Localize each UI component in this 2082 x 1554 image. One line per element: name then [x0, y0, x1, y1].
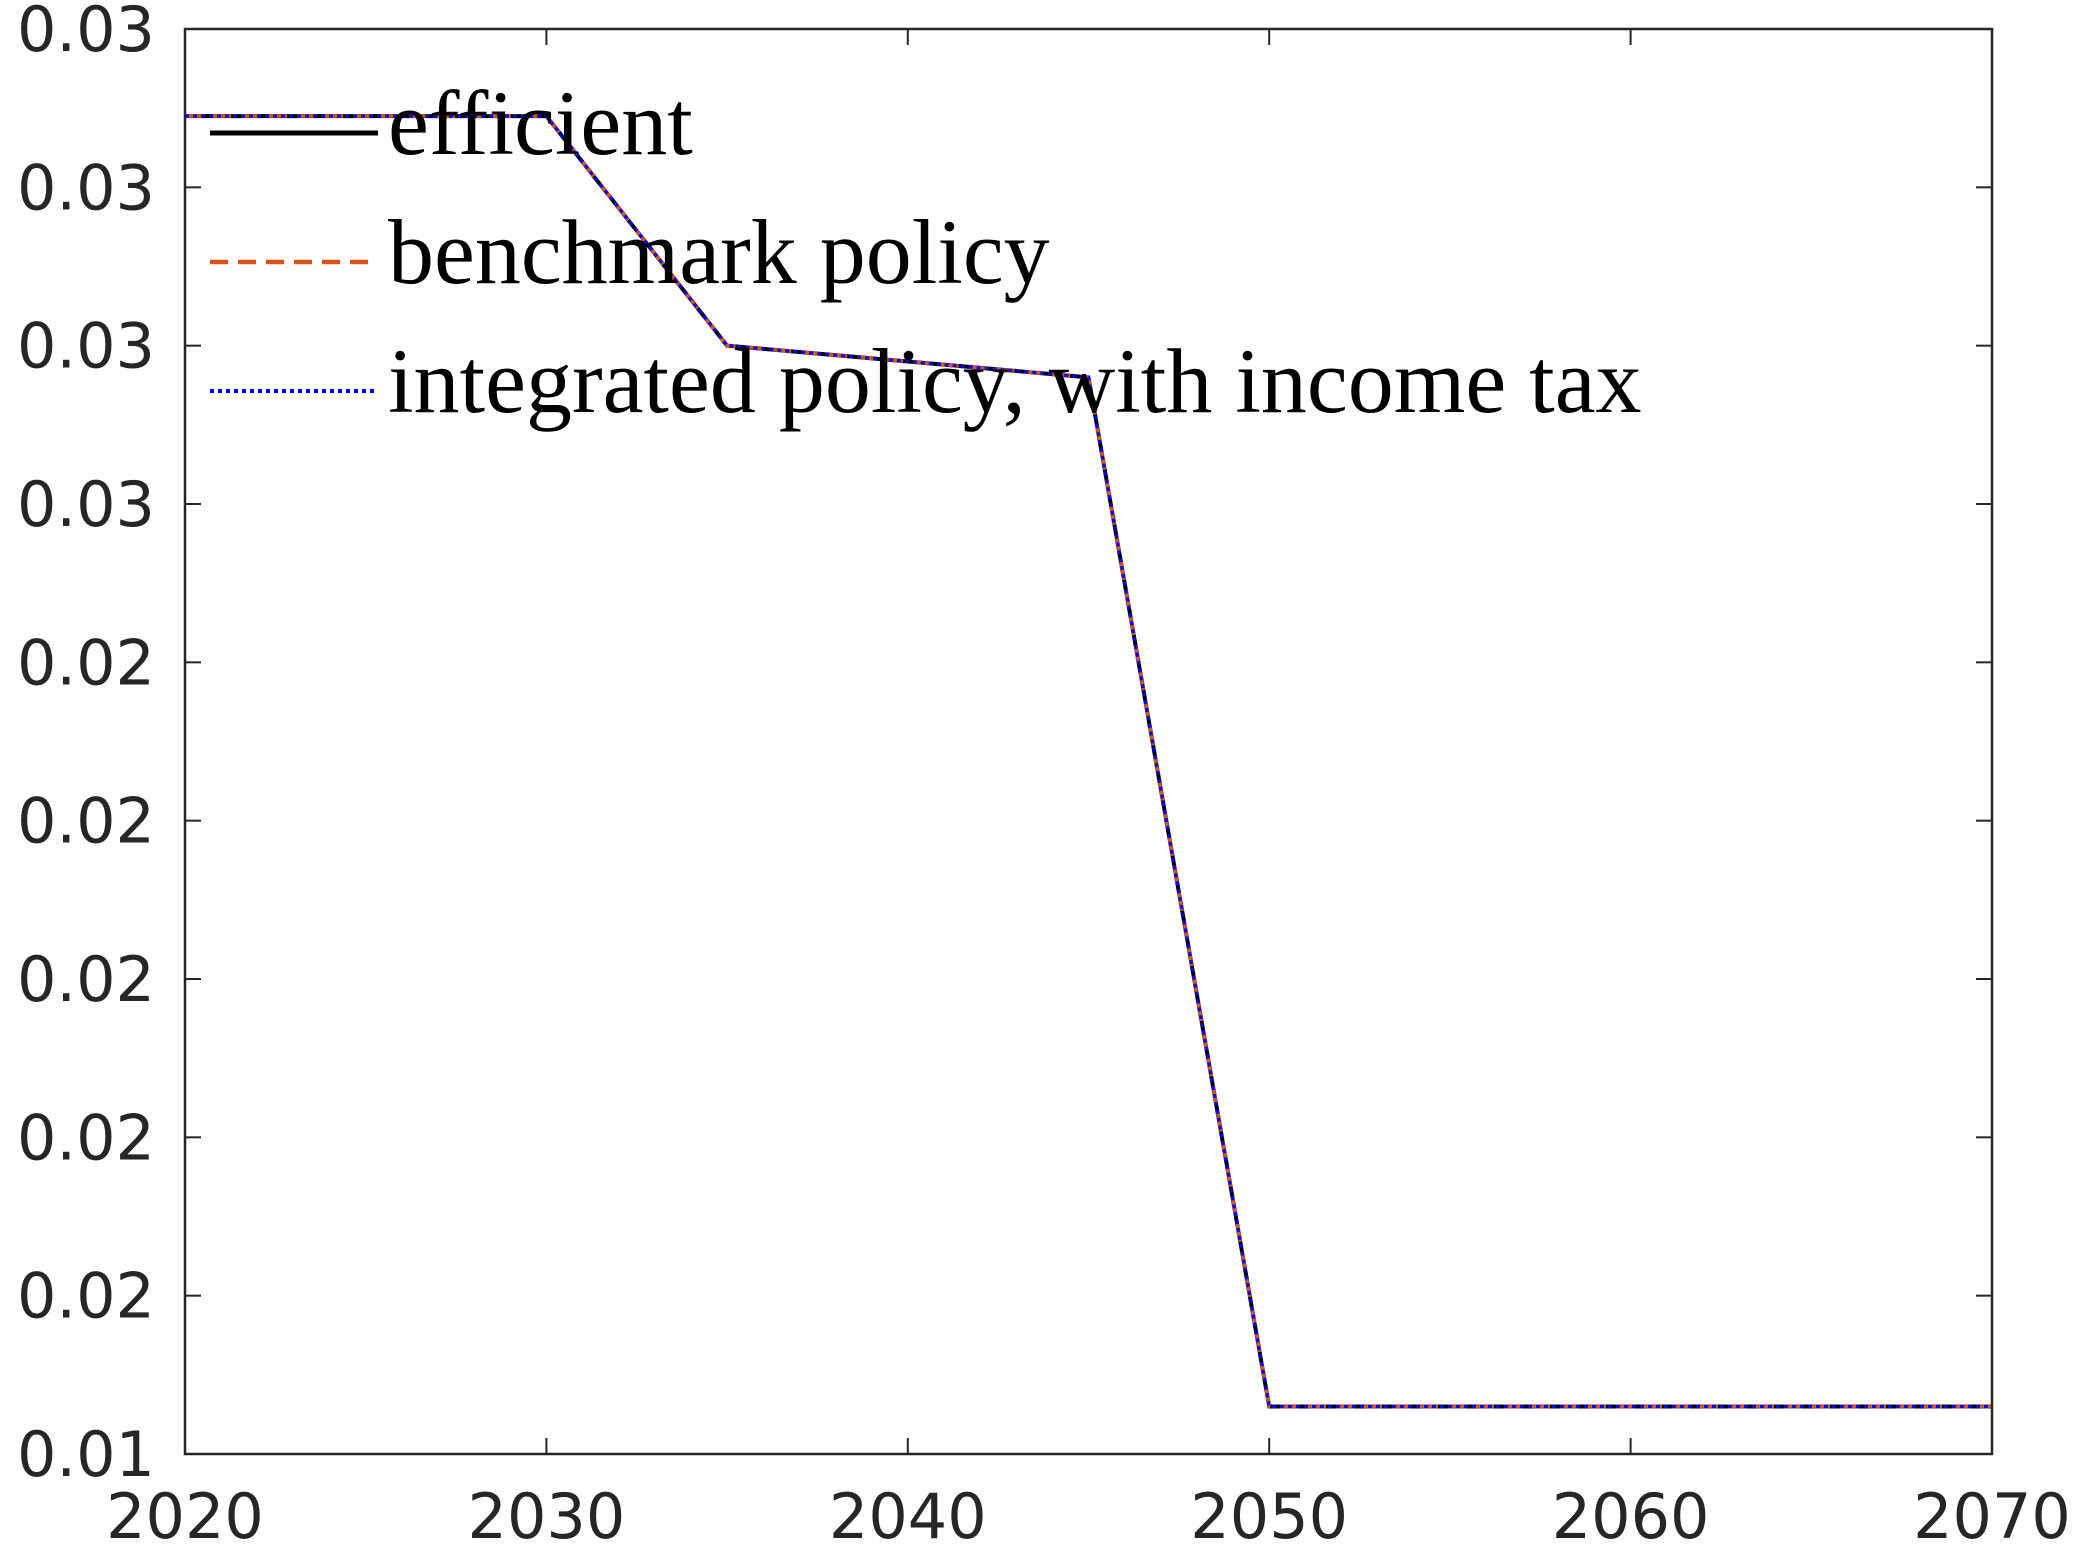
x-tick-label: 2050 — [1190, 1480, 1348, 1553]
x-tick-label: 2040 — [829, 1480, 987, 1553]
y-tick-label: 0.03 — [17, 0, 155, 66]
x-tick-label: 2070 — [1913, 1480, 2071, 1553]
y-tick-label: 0.02 — [17, 626, 155, 699]
y-tick-label: 0.03 — [17, 310, 155, 383]
plot-frame — [183, 27, 1994, 1456]
y-tick-label: 0.02 — [17, 1260, 155, 1333]
series-line — [185, 114, 1992, 1408]
x-tick-label: 2030 — [468, 1480, 626, 1553]
y-tick-label: 0.02 — [17, 785, 155, 858]
y-tick-label: 0.01 — [17, 1418, 155, 1491]
y-tick-label: 0.02 — [17, 1101, 155, 1174]
y-tick-label: 0.03 — [17, 151, 155, 224]
legend-label: efficient — [388, 72, 693, 174]
y-tick-label: 0.03 — [17, 468, 155, 541]
legend-label: benchmark policy — [388, 201, 1050, 303]
y-tick-label: 0.02 — [17, 943, 155, 1016]
legend-label: integrated policy, with income tax — [388, 330, 1642, 432]
x-tick-label: 2060 — [1552, 1480, 1710, 1553]
x-tick-label: 2020 — [106, 1480, 264, 1553]
